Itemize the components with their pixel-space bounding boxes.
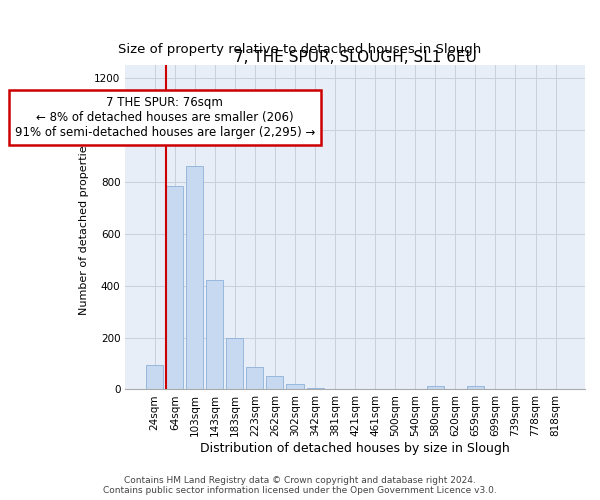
- Title: 7, THE SPUR, SLOUGH, SL1 6EU: 7, THE SPUR, SLOUGH, SL1 6EU: [234, 50, 476, 65]
- Bar: [206, 280, 223, 390]
- Bar: [307, 388, 323, 390]
- Bar: [166, 186, 183, 390]
- Bar: [186, 166, 203, 390]
- X-axis label: Distribution of detached houses by size in Slough: Distribution of detached houses by size …: [200, 442, 510, 455]
- Text: Size of property relative to detached houses in Slough: Size of property relative to detached ho…: [118, 42, 482, 56]
- Bar: [146, 365, 163, 390]
- Bar: [247, 368, 263, 390]
- Bar: [266, 376, 283, 390]
- Y-axis label: Number of detached properties: Number of detached properties: [79, 140, 89, 315]
- Bar: [326, 389, 344, 390]
- Text: Contains HM Land Registry data © Crown copyright and database right 2024.
Contai: Contains HM Land Registry data © Crown c…: [103, 476, 497, 495]
- Text: 7 THE SPUR: 76sqm
← 8% of detached houses are smaller (206)
91% of semi-detached: 7 THE SPUR: 76sqm ← 8% of detached house…: [14, 96, 315, 139]
- Bar: [226, 338, 244, 390]
- Bar: [467, 386, 484, 390]
- Bar: [286, 384, 304, 390]
- Bar: [427, 386, 444, 390]
